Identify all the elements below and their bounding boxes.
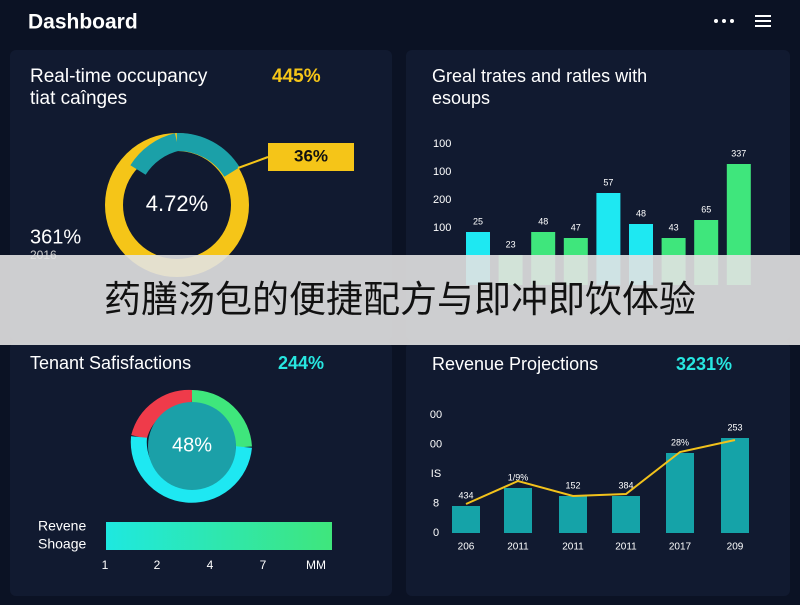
x-axis-label: 1: [102, 558, 109, 572]
x-axis-label: 2011: [562, 542, 584, 553]
bar-label: 47: [571, 222, 581, 232]
donut-core: [148, 402, 236, 490]
x-axis-label: 206: [458, 542, 475, 553]
bar-label: 48: [538, 216, 548, 226]
menu-icon[interactable]: [755, 15, 771, 27]
bar: [721, 438, 749, 533]
x-axis-label: 2011: [615, 542, 637, 553]
bar-label: 25: [473, 216, 483, 226]
bar: [666, 453, 694, 533]
bar-label: 28%: [671, 437, 689, 447]
trend-line: [465, 439, 736, 505]
bar-label: 337: [731, 148, 746, 158]
x-axis-label: 2017: [669, 542, 692, 553]
callout: 36%: [294, 146, 328, 165]
x-axis-label: 7: [260, 558, 267, 572]
bar-label: 434: [458, 490, 473, 500]
bar-label: 48: [636, 208, 646, 218]
y-axis-label: 0: [433, 527, 439, 539]
x-axis-label: 209: [727, 542, 744, 553]
banner-text: 药膳汤包的便捷配方与即冲即饮体验: [104, 279, 696, 320]
donut-center: 4.72%: [146, 191, 208, 216]
panel-title: Revenue Projections: [432, 354, 598, 374]
banner: [0, 255, 800, 345]
y-axis-label: 00: [430, 438, 442, 450]
bar-label: Shoage: [38, 536, 86, 552]
header-title: Dashboard: [28, 11, 138, 34]
y-axis-label: IS: [431, 468, 441, 480]
bar-label: 23: [506, 239, 516, 249]
panel-title: Greal trates and ratles with: [432, 66, 647, 86]
bar-label: 152: [565, 480, 580, 490]
highlight: 244%: [278, 353, 324, 373]
y-axis-label: 200: [433, 194, 451, 206]
bar-label: Revene: [38, 518, 86, 534]
menu-dots[interactable]: [714, 19, 734, 23]
bar-label: 384: [618, 480, 633, 490]
bar-label: 1/9%: [508, 472, 529, 482]
bar-label: 253: [727, 422, 742, 432]
callout-line: [237, 156, 269, 169]
progress-bar: [106, 522, 332, 550]
y-axis-label: 100: [433, 166, 451, 178]
bar: [452, 506, 480, 533]
x-axis-label: 2011: [507, 542, 529, 553]
callout-box: [268, 143, 354, 171]
panel-title: Real-time occupancy: [30, 66, 208, 87]
y-axis-label: 100: [433, 222, 451, 234]
panel-subtitle: tiat caînges: [30, 88, 127, 109]
highlight: 445%: [272, 66, 321, 87]
y-axis-label: 8: [433, 497, 439, 509]
bar-label: 43: [669, 222, 679, 232]
bar: [504, 488, 532, 533]
donut-segment: [130, 436, 252, 503]
bar: [612, 496, 640, 533]
donut-center: 48%: [172, 434, 212, 456]
y-axis-label: 00: [430, 409, 442, 421]
side-value: 361%: [30, 226, 81, 248]
bar: [559, 496, 587, 533]
y-axis-label: 100: [433, 138, 451, 150]
panel-title: esoups: [432, 88, 490, 108]
bar-label: 65: [701, 204, 711, 214]
donut-segment: [130, 133, 180, 176]
x-axis-label: 2: [154, 558, 161, 572]
bar-label: 57: [603, 177, 613, 187]
highlight: 3231%: [676, 354, 732, 374]
donut-segment: [131, 389, 193, 440]
donut-segment: [191, 389, 252, 448]
x-axis-label: MM: [306, 558, 326, 572]
panel-title: Tenant Safisfactions: [30, 353, 191, 373]
x-axis-label: 4: [207, 558, 214, 572]
donut-segment: [176, 133, 240, 178]
